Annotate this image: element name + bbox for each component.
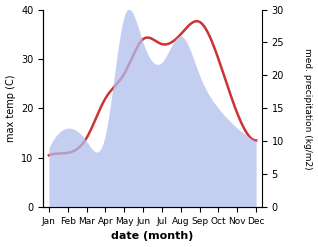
X-axis label: date (month): date (month)	[111, 231, 194, 242]
Y-axis label: max temp (C): max temp (C)	[5, 75, 16, 142]
Y-axis label: med. precipitation (kg/m2): med. precipitation (kg/m2)	[303, 48, 313, 169]
